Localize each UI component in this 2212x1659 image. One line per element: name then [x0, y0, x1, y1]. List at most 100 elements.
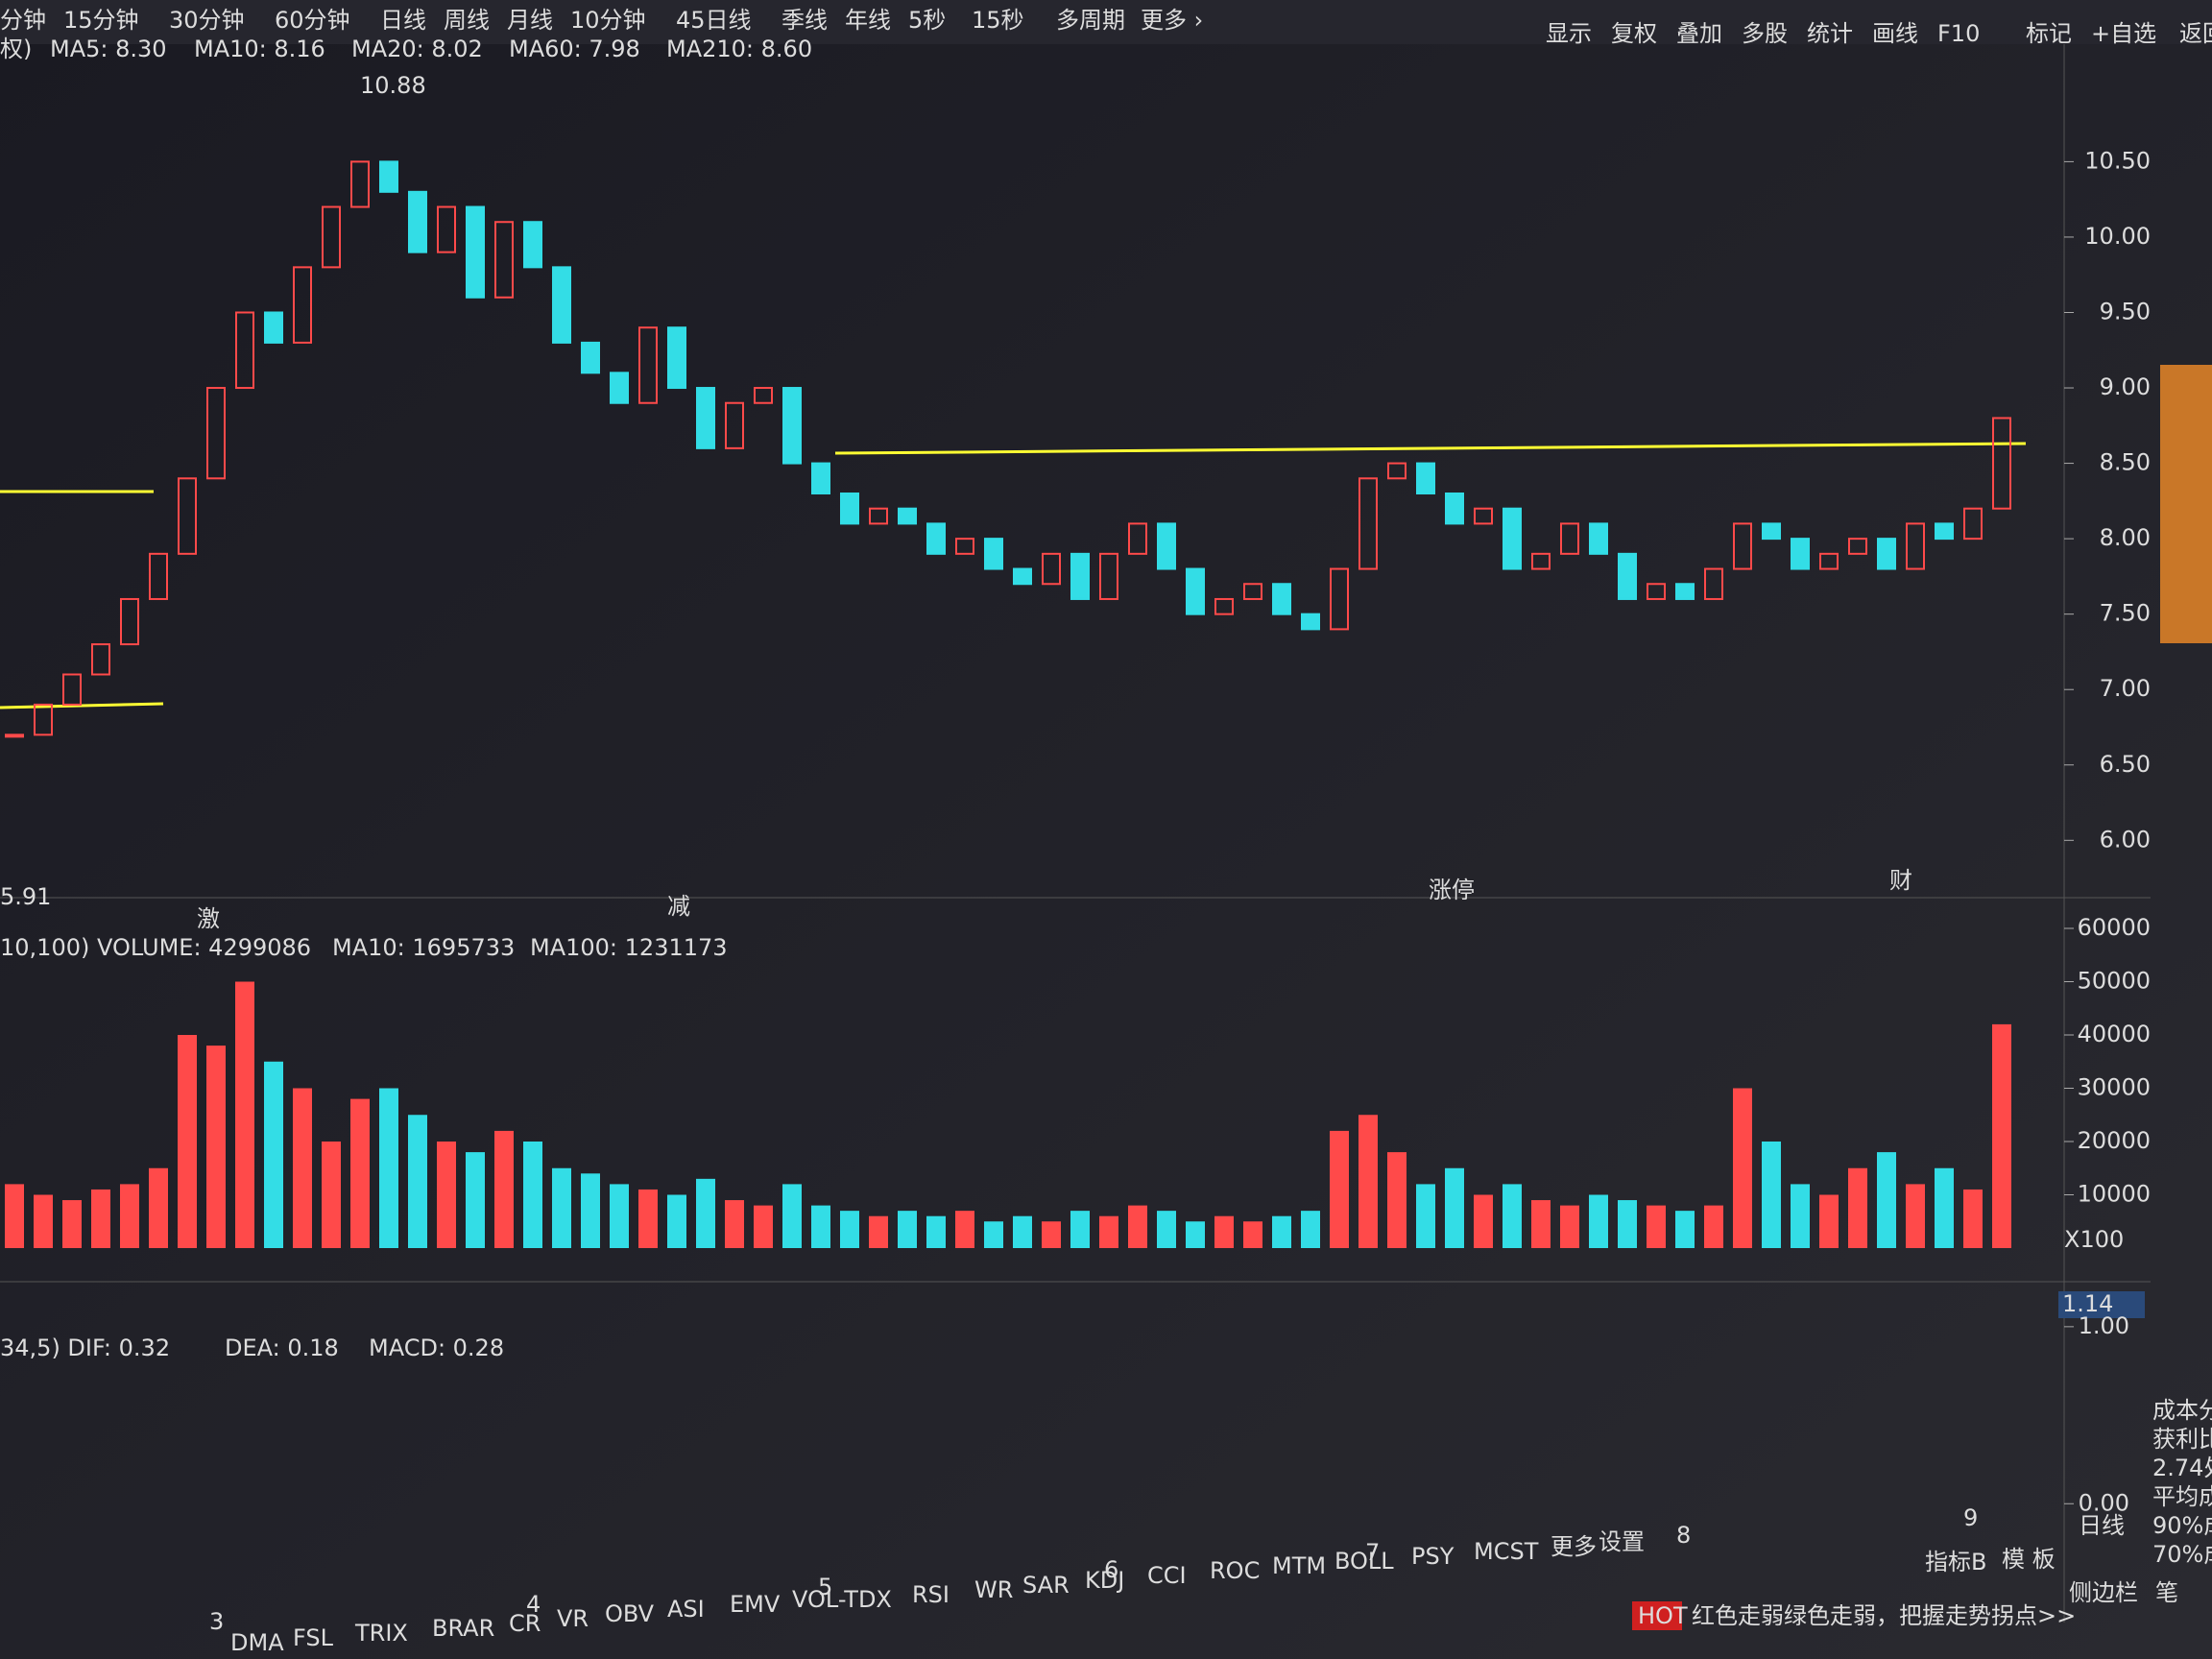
- legend-item: 34,5) DIF: 0.32: [0, 1334, 170, 1361]
- volume-bar: [984, 1221, 1003, 1248]
- period-tab[interactable]: 季线: [781, 7, 828, 34]
- indicator-tab[interactable]: VOL-TDX: [792, 1586, 892, 1613]
- volume-bar: [206, 1046, 226, 1248]
- period-tab[interactable]: 周线: [444, 7, 490, 34]
- volume-bar: [725, 1200, 744, 1248]
- side-item[interactable]: 笔: [2155, 1579, 2178, 1606]
- side-item: 成本分: [2152, 1397, 2212, 1424]
- period-tab[interactable]: 5秒: [908, 7, 946, 34]
- period-tab[interactable]: 分钟: [0, 7, 46, 34]
- indicator-tab[interactable]: MTM: [1272, 1552, 1326, 1579]
- volume-bar: [62, 1200, 82, 1248]
- volume-bar: [581, 1173, 600, 1248]
- y-tick-label: 10.50: [2084, 147, 2151, 174]
- tool-button[interactable]: 复权: [1611, 20, 1657, 47]
- candle: [898, 507, 917, 525]
- y-tick-label: 1.00: [2079, 1312, 2129, 1339]
- period-tab[interactable]: 日线: [380, 7, 426, 34]
- side-item: 获利比: [2152, 1426, 2212, 1453]
- indicator-tab[interactable]: WR: [974, 1576, 1013, 1603]
- indicator-tab[interactable]: EMV: [730, 1591, 781, 1618]
- indicator-tab[interactable]: ASI: [667, 1596, 705, 1623]
- indicator-tab[interactable]: OBV: [605, 1600, 655, 1627]
- side-item[interactable]: 指标B: [1925, 1549, 1986, 1575]
- indicator-tab[interactable]: KDJ: [1085, 1567, 1124, 1594]
- month-label: 4: [526, 1591, 541, 1618]
- tool-button[interactable]: 返回: [2179, 20, 2212, 47]
- indicator-tab[interactable]: CCI: [1147, 1562, 1187, 1589]
- volume-bar: [1935, 1167, 1954, 1248]
- hot-text[interactable]: 红色走弱绿色走弱，把握走势拐点>>: [1692, 1602, 2076, 1629]
- current-bg: [2058, 1291, 2145, 1318]
- candle: [696, 387, 715, 449]
- period-tab[interactable]: 15秒: [972, 7, 1024, 34]
- indicator-tab[interactable]: 设置: [1599, 1528, 1645, 1555]
- y-tick-label: 8.00: [2100, 524, 2151, 551]
- tool-button[interactable]: 叠加: [1676, 20, 1722, 47]
- candle: [1301, 613, 1320, 631]
- period-tab[interactable]: 10分钟: [570, 7, 646, 34]
- tool-button[interactable]: 显示: [1546, 20, 1592, 47]
- tool-button[interactable]: 多股: [1742, 20, 1788, 47]
- tool-button[interactable]: 统计: [1807, 20, 1853, 47]
- legend-item: MA20: 8.02: [351, 36, 483, 62]
- volume-bar: [1733, 1088, 1752, 1248]
- period-tab[interactable]: 15分钟: [63, 7, 139, 34]
- period-tab[interactable]: 60分钟: [275, 7, 350, 34]
- side-item[interactable]: 模 板: [2002, 1546, 2056, 1573]
- tool-button[interactable]: 画线: [1872, 20, 1918, 47]
- candle: [811, 462, 830, 494]
- legend-item: MA10: 8.16: [194, 36, 325, 62]
- candle: [725, 401, 744, 449]
- candle: [322, 205, 341, 269]
- tool-button[interactable]: F10: [1937, 20, 1980, 47]
- volume-bar: [1474, 1194, 1493, 1248]
- indicator-tab[interactable]: TRIX: [354, 1620, 408, 1647]
- indicator-tab[interactable]: PSY: [1411, 1543, 1455, 1570]
- volume-bar: [1330, 1130, 1349, 1248]
- legend-item: MA210: 8.60: [666, 36, 812, 62]
- indicator-tab[interactable]: BRAR: [432, 1615, 494, 1642]
- candle: [1877, 538, 1896, 570]
- legend-item: MA10: 1695733: [332, 934, 515, 961]
- candle: [1531, 552, 1551, 570]
- volume-bar: [5, 1184, 24, 1248]
- tool-button[interactable]: 标记: [2026, 20, 2072, 47]
- volume-bar: [1387, 1152, 1407, 1248]
- tool-button[interactable]: +自选: [2091, 20, 2156, 47]
- indicator-tab[interactable]: DMA: [230, 1629, 284, 1656]
- legend-item: MA5: 8.30: [50, 36, 167, 62]
- drawn-line: [834, 442, 2027, 455]
- y-tick-label: 6.00: [2100, 826, 2151, 853]
- period-tab[interactable]: 多周期: [1056, 7, 1125, 34]
- period-tab[interactable]: 30分钟: [169, 7, 245, 34]
- drawn-line: [0, 702, 164, 709]
- volume-bar: [1042, 1221, 1061, 1248]
- period-tab[interactable]: 45日线: [676, 7, 752, 34]
- period-tab[interactable]: 年线: [845, 7, 891, 34]
- indicator-tab[interactable]: CR: [509, 1610, 541, 1637]
- volume-bar: [1128, 1205, 1147, 1248]
- volume-bar: [1762, 1142, 1781, 1248]
- candle: [1445, 492, 1464, 525]
- volume-bar: [869, 1215, 888, 1248]
- indicator-tab[interactable]: ROC: [1210, 1557, 1260, 1584]
- candle: [1935, 522, 1954, 541]
- volume-bar: [1214, 1215, 1234, 1248]
- side-item[interactable]: 日线: [2079, 1512, 2125, 1539]
- side-item[interactable]: 侧边栏: [2069, 1579, 2138, 1606]
- indicator-tab[interactable]: SAR: [1022, 1572, 1070, 1599]
- indicator-tab[interactable]: MCST: [1474, 1538, 1539, 1565]
- indicator-tab[interactable]: RSI: [912, 1581, 950, 1608]
- indicator-tab[interactable]: FSL: [293, 1624, 334, 1651]
- y-tick-label: 8.50: [2100, 449, 2151, 476]
- indicator-tab[interactable]: VR: [557, 1605, 589, 1632]
- volume-bar: [1560, 1205, 1579, 1248]
- volume-bar: [466, 1152, 485, 1248]
- candle: [1042, 552, 1061, 586]
- indicator-tab[interactable]: BOLL: [1334, 1548, 1394, 1575]
- period-tab[interactable]: 月线: [507, 7, 553, 34]
- period-tab[interactable]: 更多 ›: [1141, 7, 1203, 34]
- indicator-tab[interactable]: 更多: [1551, 1533, 1597, 1560]
- candle: [1560, 522, 1579, 555]
